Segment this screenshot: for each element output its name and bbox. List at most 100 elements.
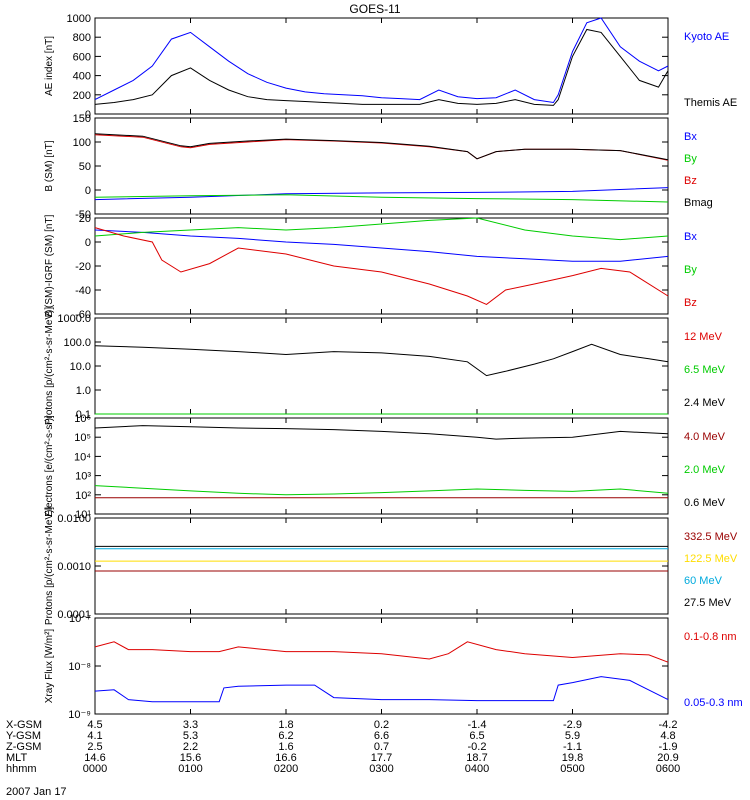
panel-2: 150 100 50 0 -50 B (SM) [nT] Bx By Bz Bmag <box>44 113 713 221</box>
x-axis-table: X-GSM 4.5 3.3 1.8 0.2 -1.4 -2.9 -4.2 Y-GSM 4.1 5.3… <box>6 719 680 775</box>
panel-frame <box>94 417 669 515</box>
y-tick-label: 10⁶ <box>74 413 91 425</box>
x-row-value: 19.8 <box>562 752 583 764</box>
y-tick-label: 0.0001 <box>57 609 91 621</box>
y-tick-label: 200 <box>73 90 91 102</box>
x-row-value: 0.7 <box>374 741 389 753</box>
x-row-value: 4.5 <box>87 719 102 731</box>
y-axis-label: AE index [nT] <box>44 36 55 96</box>
x-row-value: 15.6 <box>180 752 201 764</box>
x-row-value: 6.5 <box>469 730 484 742</box>
y-tick-label: 0.0010 <box>57 561 91 573</box>
panel-frame <box>94 317 669 415</box>
y-axis-label: Electrons [e/(cm²-s-sr)] <box>44 415 55 517</box>
legend-entry: Bx <box>684 131 697 143</box>
y-tick-label: 0 <box>85 237 91 249</box>
x-row-value: -4.2 <box>659 719 678 731</box>
legend-entry: 332.5 MeV <box>684 531 738 543</box>
x-row-value: -1.4 <box>468 719 487 731</box>
legend-entry: Bmag <box>684 197 713 209</box>
legend-entry: 27.5 MeV <box>684 597 732 609</box>
x-row-value: 0400 <box>465 763 489 775</box>
y-tick-label: 50 <box>79 161 91 173</box>
legend-entry: Bz <box>684 297 697 309</box>
x-row-label: MLT <box>6 752 27 764</box>
x-row-value: 6.2 <box>278 730 293 742</box>
panel-3: 20 0 -20 -40 -60 B (SM)-IGRF (SM) [nT] Bx By Bz <box>44 213 697 321</box>
y-tick-label: 10³ <box>75 471 91 483</box>
x-row-value: 0.2 <box>374 719 389 731</box>
x-row-value: 0100 <box>178 763 202 775</box>
y-tick-label: 0.1 <box>76 409 91 421</box>
panel-frame <box>94 217 669 315</box>
legend-entry: 4.0 MeV <box>684 431 726 443</box>
panel-1: 1000 800 600 400 200 0 AE index [nT] Kyoto AE Th… <box>44 13 737 121</box>
series-line-2-4-mev <box>94 343 669 377</box>
series-line-0-05-0-3-nm <box>94 676 669 703</box>
series-line-bz <box>94 227 669 305</box>
x-row-value: 14.6 <box>84 752 105 764</box>
y-tick-label: 10⁴ <box>74 451 91 463</box>
series-line-by <box>94 217 669 241</box>
series-line-0-1-0-8-nm <box>94 641 669 663</box>
y-tick-label: 10⁻⁹ <box>68 709 91 721</box>
y-tick-label: -20 <box>75 261 91 273</box>
y-tick-label: 100 <box>73 137 91 149</box>
legend-entry: Bz <box>684 175 697 187</box>
legend-entry: 0.05-0.3 nm <box>684 697 743 709</box>
y-axis-label: B (SM) [nT] <box>44 140 55 191</box>
y-axis-label: Protons [p/(cm²-s-sr-MeV)] <box>44 307 55 426</box>
series-line-bx <box>94 187 669 201</box>
series-line-2-0-mev <box>94 485 669 496</box>
y-tick-label: 0.0100 <box>57 513 91 525</box>
x-row-value: 20.9 <box>657 752 678 764</box>
y-tick-label: 10⁻⁸ <box>68 661 91 673</box>
x-row-value: 5.9 <box>565 730 580 742</box>
x-row-value: 0200 <box>274 763 298 775</box>
x-row-value: 0000 <box>83 763 107 775</box>
y-tick-label: 10⁵ <box>74 432 91 444</box>
series-line-0-6-mev <box>94 425 669 440</box>
legend-entry: 60 MeV <box>684 575 723 587</box>
x-row-value: 3.3 <box>183 719 198 731</box>
x-row-value: 6.6 <box>374 730 389 742</box>
x-row-label: Z-GSM <box>6 741 41 753</box>
x-row-value: 5.3 <box>183 730 198 742</box>
panel-frame <box>94 517 669 615</box>
legend-entry: Themis AE <box>684 97 737 109</box>
legend-entry: Kyoto AE <box>684 31 729 43</box>
panel-7: 10⁻⁷ 10⁻⁸ 10⁻⁹ Xray Flux [W/m²] 0.1-0.8 nm 0.… <box>44 613 743 721</box>
legend-entry: 2.0 MeV <box>684 464 726 476</box>
x-row-value: -1.9 <box>659 741 678 753</box>
y-tick-label: 10⁻⁷ <box>69 613 91 625</box>
y-tick-label: 10.0 <box>70 361 91 373</box>
chart-title: GOES-11 <box>349 2 400 16</box>
y-tick-label: -60 <box>75 309 91 321</box>
series-line-bx <box>94 229 669 262</box>
x-row-value: 17.7 <box>371 752 392 764</box>
legend-entry: 6.5 MeV <box>684 364 726 376</box>
x-row-value: 18.7 <box>466 752 487 764</box>
x-row-value: 16.6 <box>275 752 296 764</box>
y-tick-label: 1000.0 <box>57 313 91 325</box>
x-row-value: 4.8 <box>660 730 675 742</box>
y-tick-label: 1.0 <box>76 385 91 397</box>
x-row-value: 1.8 <box>278 719 293 731</box>
legend-entry: By <box>684 264 697 276</box>
x-row-value: -1.1 <box>563 741 582 753</box>
x-row-value: 1.6 <box>278 741 293 753</box>
series-line-themis-ae <box>94 28 669 106</box>
legend-entry: 0.6 MeV <box>684 497 726 509</box>
y-tick-label: 0 <box>85 109 91 121</box>
series-line-kyoto-ae <box>94 17 669 104</box>
x-row-value: 0500 <box>560 763 584 775</box>
y-tick-label: -50 <box>75 209 91 221</box>
y-tick-label: 10² <box>75 490 91 502</box>
x-row-value: 2.2 <box>183 741 198 753</box>
x-row-value: 0600 <box>656 763 680 775</box>
y-tick-label: 600 <box>73 51 91 63</box>
series-line-by <box>94 194 669 203</box>
x-row-label: X-GSM <box>6 719 42 731</box>
